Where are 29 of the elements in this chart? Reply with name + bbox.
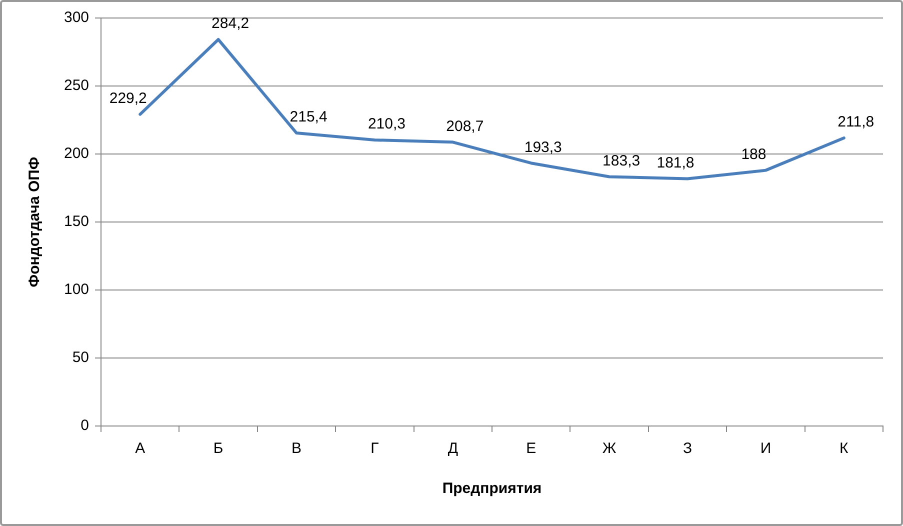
x-tick-label: Г <box>370 440 379 458</box>
y-tick-label: 200 <box>64 145 90 162</box>
y-axis-title: Фондотдача ОПФ <box>26 156 44 288</box>
data-label: 208,7 <box>446 118 484 135</box>
x-tick-label: Е <box>526 440 536 458</box>
y-tick-label: 300 <box>64 9 90 26</box>
data-label: 183,3 <box>602 152 640 170</box>
x-tick-label: Д <box>448 440 458 458</box>
y-tick-label: 250 <box>64 77 90 94</box>
data-label: 188 <box>741 146 766 163</box>
y-tick-label: 0 <box>80 417 90 434</box>
data-label: 211,8 <box>838 114 874 131</box>
y-tick-label: 50 <box>72 349 90 366</box>
x-tick-label: И <box>760 440 772 458</box>
data-label: 181,8 <box>656 154 694 172</box>
data-label: 210,3 <box>368 116 406 133</box>
x-tick-label: З <box>682 440 692 458</box>
data-label: 229,2 <box>109 90 147 107</box>
x-tick-label: Ж <box>602 440 616 458</box>
data-label: 284,2 <box>212 15 250 32</box>
x-tick-label: Б <box>213 440 224 458</box>
x-tick-label: К <box>840 440 849 458</box>
y-tick-label: 100 <box>64 281 90 298</box>
x-axis-title: Предприятия <box>442 480 542 498</box>
x-tick-label: В <box>292 440 302 458</box>
x-tick-label: А <box>135 440 146 458</box>
data-label: 193,3 <box>524 138 562 156</box>
data-label: 215,4 <box>290 108 328 126</box>
y-tick-label: 150 <box>64 213 90 230</box>
